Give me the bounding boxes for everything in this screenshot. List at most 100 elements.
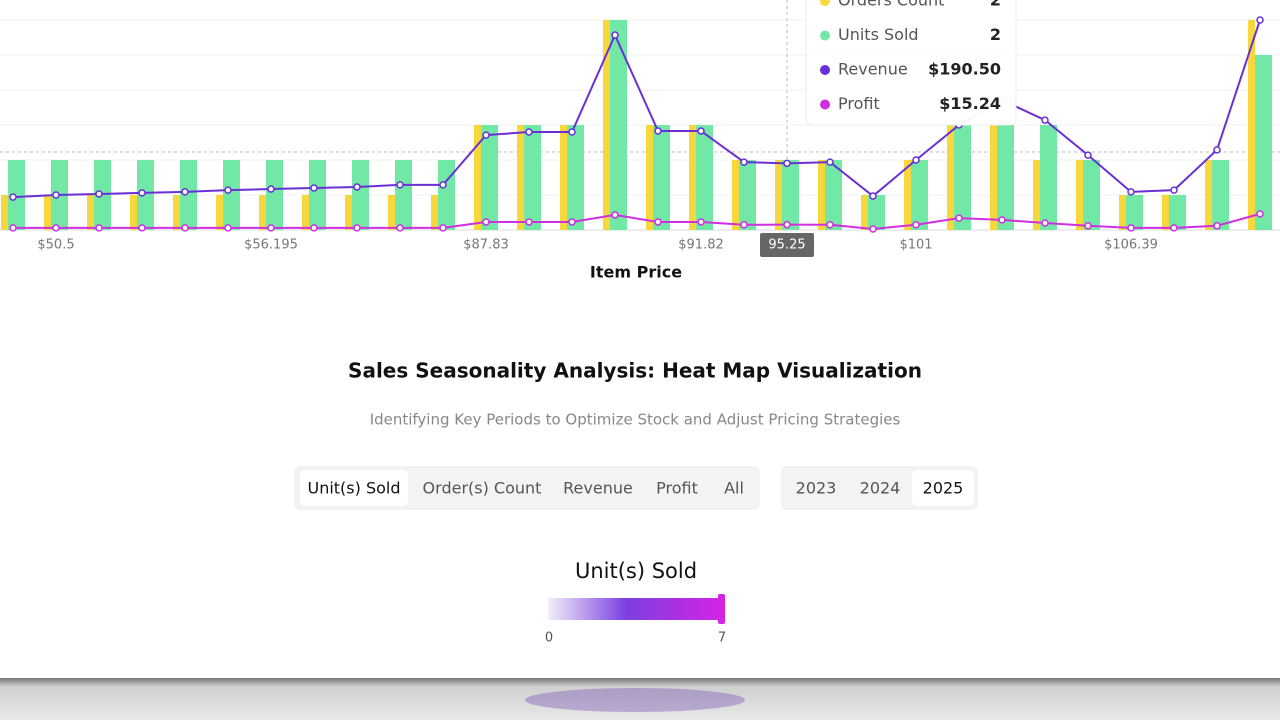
bar: [653, 125, 670, 230]
color-bar: [548, 598, 722, 620]
x-tick-label: $50.5: [37, 238, 74, 253]
bar: [137, 160, 154, 230]
year-tab[interactable]: 2023: [796, 479, 837, 498]
bar: [259, 195, 266, 230]
tooltip-value: 2: [990, 0, 1001, 10]
tooltip: [805, 0, 1017, 126]
bar: [818, 160, 825, 230]
line-point: [1041, 219, 1049, 227]
bar: [947, 125, 954, 230]
bar: [868, 195, 885, 230]
tabs: Unit(s) Sold Order(s) Count Revenue Profit A…: [300, 470, 974, 506]
line-point: [783, 220, 791, 229]
line-point: [138, 189, 146, 197]
line-point: [740, 221, 748, 229]
line-point: [740, 158, 748, 166]
line-point: [568, 218, 576, 226]
bar: [775, 160, 782, 230]
line-point: [353, 224, 361, 232]
tooltip-swatch: [820, 30, 830, 41]
tooltip-swatch: [820, 0, 830, 6]
hover-label-bg: [760, 233, 814, 257]
bar: [560, 125, 567, 230]
bar: [610, 20, 627, 230]
line-point: [267, 224, 275, 232]
line-point: [1041, 116, 1049, 124]
line-point: [1170, 224, 1178, 232]
bar: [825, 160, 842, 230]
bar: [1, 195, 8, 230]
bar: [517, 125, 524, 230]
bar: [696, 125, 713, 230]
line: [13, 212, 1261, 230]
line-point: [697, 218, 705, 226]
bar: [997, 125, 1014, 230]
bar: [782, 160, 799, 230]
bar: [1119, 195, 1126, 230]
blurred-content: [525, 688, 745, 712]
tooltip-value: $15.24: [939, 94, 1001, 113]
line-point: [138, 224, 146, 232]
line-point: [95, 190, 103, 198]
bar: [87, 195, 94, 230]
line-point: [611, 211, 619, 219]
bar: [345, 195, 352, 230]
metric-tab[interactable]: All: [724, 479, 744, 498]
year-tab[interactable]: 2025: [923, 479, 964, 498]
bar: [1169, 195, 1186, 230]
bar: [395, 160, 412, 230]
line-point: [224, 186, 232, 194]
metric-tab[interactable]: Profit: [656, 479, 698, 498]
tab-active-bg: [912, 470, 974, 506]
legend-title: Unit(s) Sold: [575, 559, 697, 583]
bar: [44, 195, 51, 230]
line-point: [697, 127, 705, 135]
bar: [1212, 160, 1229, 230]
metric-tab[interactable]: Revenue: [563, 479, 633, 498]
bar: [689, 125, 696, 230]
line-point: [181, 224, 189, 232]
bar: [1076, 160, 1083, 230]
bar: [216, 195, 223, 230]
line-point: [1213, 146, 1221, 154]
bar: [1162, 195, 1169, 230]
bar: [474, 125, 481, 230]
line-point: [396, 181, 404, 189]
hover-label: 95.25: [768, 238, 805, 253]
line-point: [1170, 186, 1178, 194]
line-point: [52, 191, 60, 199]
tooltip-series-name: Orders Count: [838, 0, 944, 10]
line-point: [783, 159, 791, 168]
line: [12, 19, 1261, 199]
line-point: [611, 31, 619, 39]
bar: [524, 125, 541, 230]
heatmap-subtitle: Identifying Key Periods to Optimize Stoc…: [370, 411, 901, 429]
bar: [309, 160, 326, 230]
bar: [1083, 160, 1100, 230]
legend-min: 0: [545, 631, 553, 646]
line-point: [9, 193, 17, 201]
line-point: [568, 128, 576, 136]
page-bottom-edge: [0, 678, 1280, 720]
line-point: [396, 224, 404, 232]
metric-tab[interactable]: Unit(s) Sold: [307, 479, 400, 498]
line-point: [439, 224, 447, 232]
bar: [567, 125, 584, 230]
legend-max: 7: [718, 631, 726, 646]
line-point: [654, 218, 662, 226]
line-point: [826, 158, 834, 166]
line-point: [9, 224, 17, 232]
line-point: [353, 183, 361, 191]
bar: [130, 195, 137, 230]
line-point: [1127, 188, 1135, 196]
year-tab[interactable]: 2024: [860, 479, 901, 498]
bar: [1248, 20, 1255, 230]
line-point: [525, 128, 533, 136]
bar: [352, 160, 369, 230]
x-axis-label: Item Price: [590, 263, 682, 282]
line-point: [1084, 222, 1092, 230]
sales-chart: $50.5 $56.195 $87.83 $91.82 $101 $106.39 95.25…: [0, 0, 1280, 257]
metric-tab[interactable]: Order(s) Count: [423, 479, 542, 498]
line-point: [654, 127, 662, 135]
